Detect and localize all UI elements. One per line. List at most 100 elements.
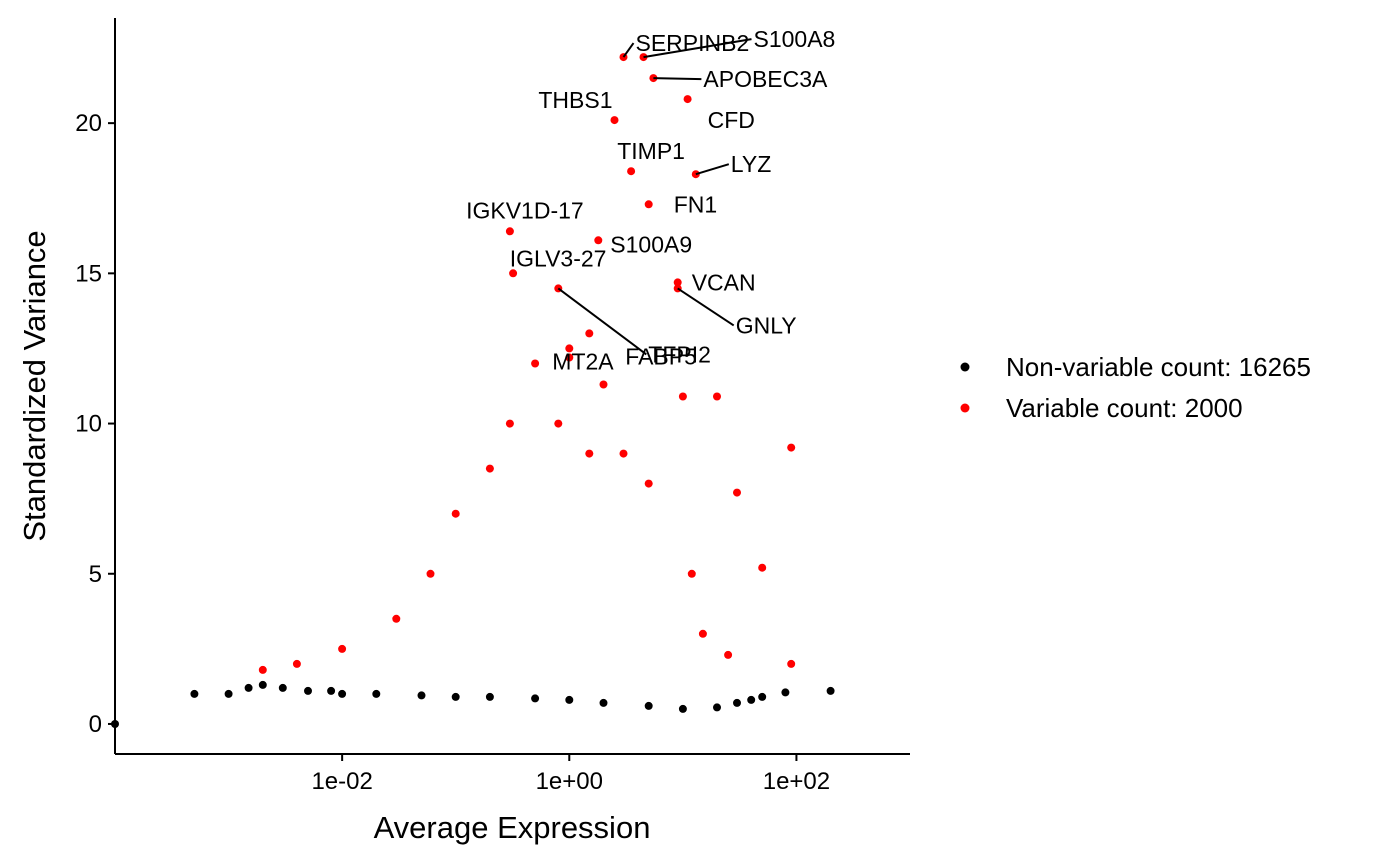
annotated-gene-point — [683, 95, 692, 104]
variable-point — [565, 344, 574, 353]
x-tick-label: 1e+02 — [763, 768, 830, 795]
label-connector-line — [622, 42, 635, 58]
gene-label: TFPI2 — [648, 341, 711, 367]
gene-label: VCAN — [692, 269, 756, 295]
y-tick-label: 20 — [75, 110, 102, 137]
non-variable-point — [758, 692, 767, 701]
gene-label: LYZ — [731, 151, 771, 177]
non-variable-point — [190, 689, 199, 698]
annotated-gene-point — [505, 227, 514, 236]
annotated-gene-point — [594, 236, 603, 245]
label-connector-line — [695, 163, 730, 176]
non-variable-point — [451, 692, 460, 701]
x-axis-title: Average Expression — [374, 810, 651, 845]
non-variable-point — [599, 698, 608, 707]
label-connector-line — [653, 77, 702, 81]
gene-label: TIMP1 — [617, 138, 685, 164]
variable-point — [619, 449, 628, 458]
y-tick-label: 15 — [75, 260, 102, 287]
non-variable-point — [713, 703, 721, 712]
non-variable-point — [304, 686, 312, 695]
gene-label: THBS1 — [538, 87, 612, 113]
variable-point — [554, 419, 563, 428]
non-variable-point — [747, 695, 756, 704]
y-tick-label: 5 — [89, 561, 102, 588]
variable-point — [392, 614, 401, 623]
legend-marker-non-variable — [960, 362, 970, 372]
variable-point — [787, 659, 796, 668]
non-variable-point — [372, 689, 381, 698]
points-layer — [111, 53, 835, 728]
point-labels-layer: SERPINB2 S100A8 APOBEC3A THBS1 CFD TIMP1 LYZ FN… — [466, 26, 835, 374]
legend-marker-variable — [960, 403, 970, 413]
label-connector-line — [643, 38, 752, 59]
y-axis-title: Standardized Variance — [17, 230, 52, 541]
gene-label: GNLY — [736, 312, 797, 338]
gene-label: SERPINB2 — [636, 30, 750, 56]
y-tick-label: 10 — [75, 411, 102, 438]
non-variable-point — [327, 686, 336, 695]
gene-label: S100A8 — [754, 26, 836, 52]
non-variable-point — [278, 683, 287, 692]
x-tick-label: 1e+00 — [536, 768, 603, 795]
non-variable-point — [565, 695, 574, 704]
variable-point — [485, 464, 494, 473]
variable-point — [505, 419, 514, 428]
non-variable-point — [485, 692, 494, 701]
gene-label: CFD — [708, 107, 755, 133]
annotated-gene-point — [644, 200, 653, 209]
variable-point — [713, 392, 721, 401]
non-variable-point — [781, 688, 790, 697]
variable-point — [698, 629, 707, 638]
non-variable-point — [338, 689, 347, 698]
variable-point — [292, 659, 301, 668]
variable-point — [585, 449, 594, 458]
gene-label: FN1 — [674, 191, 717, 217]
variable-point — [644, 479, 653, 488]
variable-point — [678, 392, 687, 401]
gene-label: FABP5 — [625, 343, 697, 369]
annotated-gene-point — [509, 269, 518, 278]
annotated-gene-point — [565, 353, 574, 362]
variable-point — [758, 563, 767, 572]
non-variable-point — [644, 701, 653, 710]
variable-point — [531, 359, 540, 368]
variable-point — [258, 665, 267, 674]
x-tick-label: 1e-02 — [311, 768, 372, 795]
gene-label: IGLV3-27 — [510, 245, 607, 271]
label-connector-line — [557, 287, 647, 356]
legend: Non-variable count: 16265 Variable count… — [960, 352, 1311, 423]
non-variable-point — [531, 694, 540, 703]
non-variable-point — [733, 698, 741, 707]
annotated-gene-point — [673, 278, 682, 287]
non-variable-point — [678, 704, 687, 713]
label-lines-layer — [557, 38, 752, 356]
variable-point — [451, 509, 460, 518]
x-ticks: 1e-02 1e+00 1e+02 — [311, 754, 830, 795]
variable-point — [599, 380, 608, 389]
legend-label-variable: Variable count: 2000 — [1006, 393, 1243, 423]
non-variable-point — [826, 686, 835, 695]
legend-label-non-variable: Non-variable count: 16265 — [1006, 352, 1311, 382]
variable-point — [338, 644, 347, 653]
annotated-gene-point — [585, 329, 594, 338]
variable-point — [724, 650, 733, 659]
variable-point — [687, 569, 696, 578]
annotated-gene-point — [627, 167, 636, 176]
gene-label: APOBEC3A — [703, 66, 828, 92]
non-variable-point — [258, 680, 267, 689]
gene-label: S100A9 — [610, 231, 692, 257]
gene-label: MT2A — [552, 349, 614, 375]
variable-point — [733, 488, 741, 497]
variable-point — [426, 569, 435, 578]
non-variable-point — [224, 689, 233, 698]
label-connector-line — [677, 287, 735, 327]
non-variable-point — [417, 691, 426, 700]
annotated-gene-point — [610, 116, 619, 125]
variable-point — [787, 443, 796, 452]
y-tick-label: 0 — [89, 711, 102, 738]
gene-label: IGKV1D-17 — [466, 197, 584, 223]
non-variable-point — [244, 683, 253, 692]
y-ticks: 0 5 10 15 20 — [75, 110, 115, 738]
